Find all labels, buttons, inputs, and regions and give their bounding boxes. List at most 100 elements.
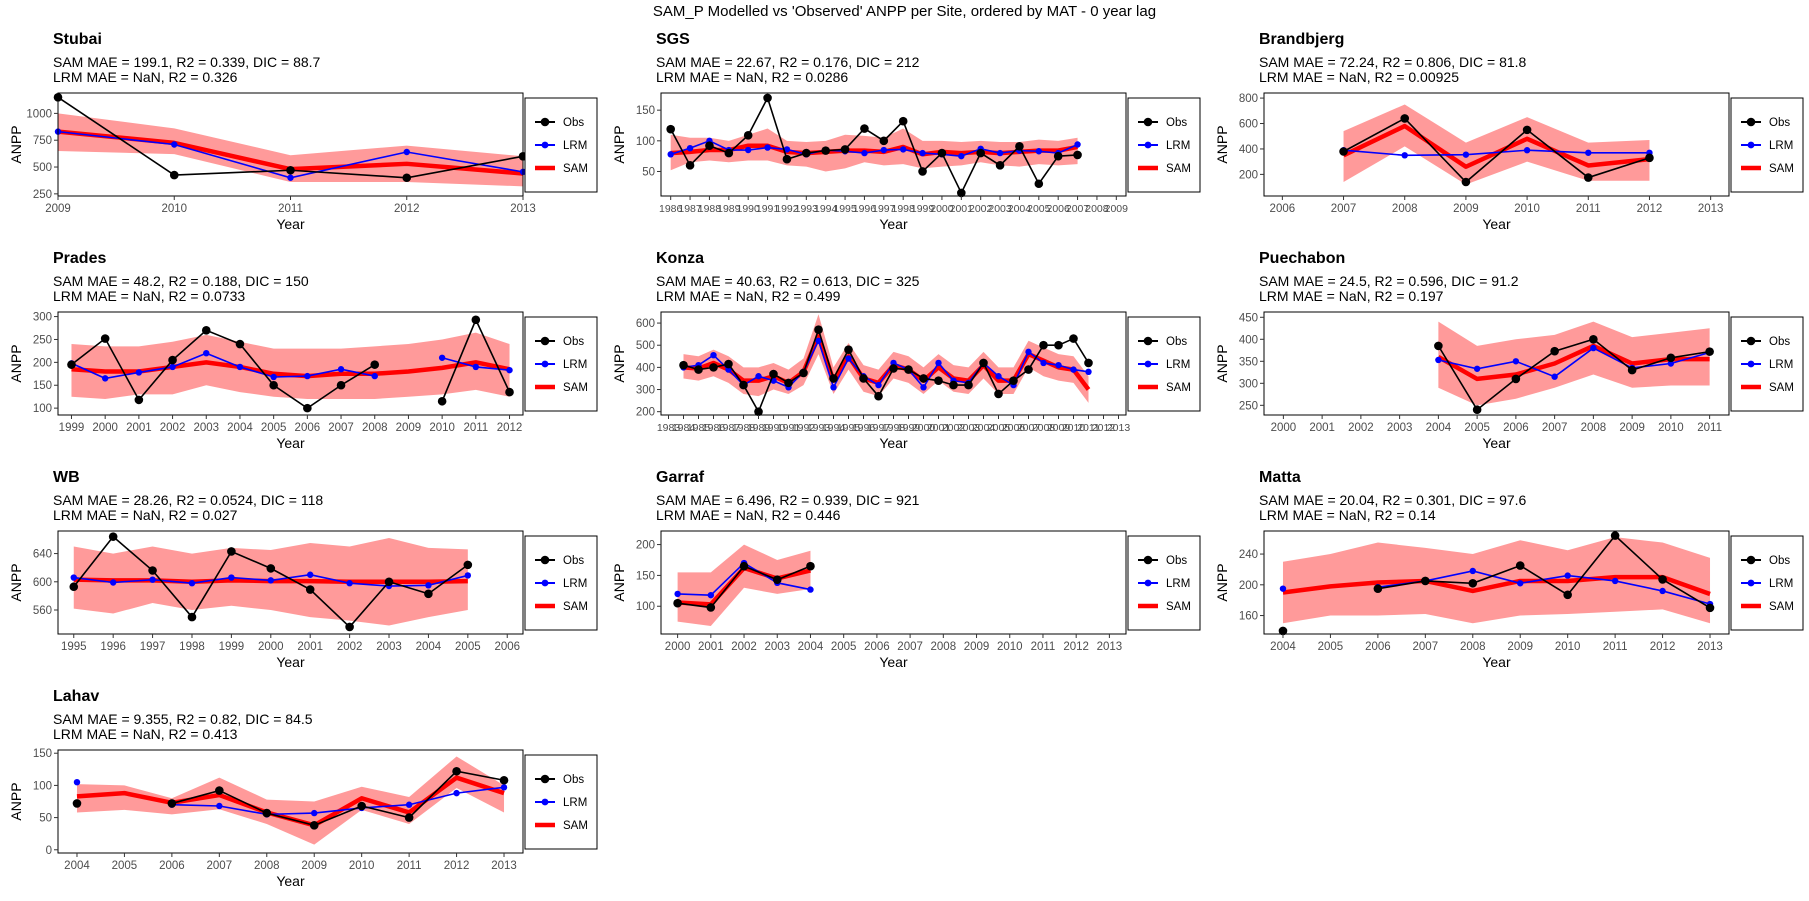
obs-point [1034,179,1044,189]
lrm-point [267,577,274,584]
x-tick-label: 1998 [892,203,916,215]
sam-stats: SAM MAE = 9.355, R2 = 0.82, DIC = 84.5 [53,711,313,727]
obs-point [889,364,898,373]
x-tick-label: 2009 [964,641,990,653]
x-tick-label: 2005 [987,422,1011,434]
y-tick-label: 200 [636,407,655,419]
legend-label-sam: SAM [1166,382,1191,394]
obs-point [1627,365,1637,375]
y-tick-label: 240 [1239,549,1258,561]
obs-point [705,141,714,151]
legend-marker-lrm [1747,579,1755,587]
x-tick-label: 1987 [678,203,702,215]
legend-marker-lrm [1144,141,1152,149]
obs-point [67,360,76,369]
x-tick-label: 2000 [1271,422,1297,434]
x-tick-label: 1995 [61,641,87,653]
obs-point [860,124,869,133]
y-tick-label: 100 [33,780,52,792]
x-tick-label: 1990 [737,203,761,215]
x-tick-label: 2011 [1603,641,1628,653]
obs-point [262,808,272,818]
lrm-point [109,579,117,586]
page-title: SAM_P Modelled vs 'Observed' ANPP per Si… [652,3,1157,20]
y-tick-label: 500 [636,340,655,352]
legend: Obs LRM SAM [524,316,598,412]
lrm-point [1401,152,1408,159]
x-tick-label: 2004 [798,641,824,653]
legend-marker-lrm [1144,360,1152,368]
obs-point [168,355,177,365]
obs-point [336,380,346,390]
y-tick-label: 250 [33,189,52,201]
lrm-point [1025,348,1032,356]
lrm-point [270,373,277,381]
obs-point [108,532,118,541]
legend-label-sam: SAM [1769,163,1794,175]
x-axis-label: Year [276,216,305,232]
x-tick-label: 2006 [1503,422,1529,434]
lrm-point [674,590,681,598]
y-tick-label: 50 [642,166,655,178]
x-tick-label: 2012 [497,422,523,434]
sam-stats: SAM MAE = 72.24, R2 = 0.806, DIC = 81.8 [1259,54,1527,70]
lrm-point [307,571,314,578]
x-tick-label: 2003 [764,641,790,653]
lrm-point [101,375,109,382]
obs-point [964,380,973,390]
y-tick-label: 300 [33,312,52,324]
x-tick-label: 1983 [657,422,681,434]
sam-stats: SAM MAE = 40.63, R2 = 0.613, DIC = 325 [656,273,920,289]
obs-point [169,170,179,180]
obs-point [1705,603,1715,613]
x-tick-label: 2004 [416,641,442,653]
lrm-point [228,574,235,581]
y-tick-label: 150 [33,748,52,760]
x-tick-label: 2006 [864,641,890,653]
obs-point [1421,576,1430,586]
x-tick-label: 2000 [930,203,954,215]
legend-label-lrm: LRM [563,578,587,590]
legend-marker-obs [1746,336,1756,346]
obs-point [918,167,927,176]
obs-point [357,801,366,811]
sam-stats: SAM MAE = 199.1, R2 = 0.339, DIC = 88.7 [53,54,321,70]
x-tick-label: 2011 [1031,641,1056,653]
lrm-point [1523,147,1531,154]
plot-panel-border [57,311,524,416]
x-tick-label: 2009 [1105,203,1129,215]
plot-panel-border [660,92,1127,197]
x-tick-label: 2007 [1017,422,1041,434]
obs-point [1658,575,1667,584]
x-tick-label: 2007 [328,422,354,434]
obs-point [666,124,675,134]
lrm-point [425,582,432,589]
lrm-point [169,363,176,371]
x-tick-label: 1996 [100,641,126,653]
obs-series-line [683,327,1090,414]
obs-point [215,786,224,795]
x-tick-label: 2007 [1066,203,1090,215]
x-tick-label: 2004 [972,422,996,434]
lrm-point [371,372,378,380]
legend-label-obs: Obs [1769,555,1790,567]
legend-label-lrm: LRM [563,359,587,371]
y-tick-label: 50 [39,813,52,825]
lrm-point [438,354,446,361]
x-tick-label: 2001 [1309,422,1335,434]
legend-label-sam: SAM [1166,601,1191,613]
legend: Obs LRM SAM [1730,535,1804,631]
legend-marker-obs [540,555,550,565]
obs-point [499,775,509,785]
x-tick-label: 2013 [491,860,517,872]
obs-series-line [70,329,376,410]
lrm-point [171,141,178,148]
lrm-stats: LRM MAE = NaN, R2 = 0.00925 [1259,69,1459,85]
obs-point [463,560,473,570]
legend-label-obs: Obs [563,555,584,567]
x-tick-label: 2001 [698,641,724,653]
lrm-series-line [670,139,1078,157]
x-tick-label: 2010 [1658,422,1684,434]
legend-marker-obs [540,117,550,127]
x-tick-label: 2010 [997,641,1023,653]
